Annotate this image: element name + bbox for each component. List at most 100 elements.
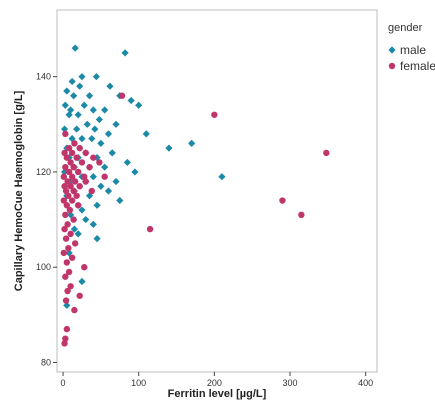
data-point-male (67, 211, 75, 219)
data-point-male (70, 92, 78, 100)
data-point-male (93, 235, 101, 243)
data-point-male (188, 139, 196, 147)
y-tick-label: 120 (36, 167, 51, 177)
data-point-male (85, 92, 94, 100)
data-point-female (67, 183, 74, 190)
data-point-male (116, 196, 124, 205)
data-point-male (108, 149, 116, 157)
data-point-female (62, 335, 69, 342)
data-point-male (93, 201, 101, 209)
data-point-male (80, 101, 88, 109)
data-point-female (74, 168, 82, 176)
data-point-female (60, 173, 68, 180)
data-point-male (89, 220, 97, 228)
data-point-female (68, 197, 76, 204)
y-tick-label: 140 (36, 72, 51, 82)
data-point-male (104, 130, 113, 138)
data-point-male (65, 111, 73, 119)
legend-entry-male: male (388, 43, 426, 57)
data-point-male (76, 82, 84, 90)
data-point-female (68, 173, 76, 180)
data-point-male (131, 168, 139, 176)
plot-border (56, 9, 378, 373)
data-point-male (91, 125, 99, 133)
data-point-male (101, 106, 109, 114)
data-point-female (62, 273, 69, 280)
data-point-male (78, 135, 86, 143)
y-axis-title: Capillary HemoCue Haemoglobin [g/L] (13, 90, 25, 291)
data-point-male (71, 44, 79, 52)
data-point-female (62, 297, 70, 304)
x-tick-label: 200 (207, 378, 222, 388)
data-point-male (74, 111, 82, 119)
data-point-female (67, 159, 74, 166)
data-point-male (97, 182, 105, 190)
data-point-female (146, 225, 154, 233)
data-point-male (92, 73, 100, 81)
data-point-male (104, 187, 113, 195)
data-point-female (71, 240, 79, 247)
x-tick-label: 400 (358, 378, 373, 388)
legend-marker-male (388, 46, 396, 54)
data-point-male (112, 120, 120, 128)
data-point-female (67, 283, 74, 290)
data-point-male (78, 277, 86, 286)
data-point-female (73, 154, 80, 161)
data-point-female (90, 154, 97, 161)
data-point-female (65, 168, 73, 176)
data-point-female (67, 230, 74, 238)
data-point-female (65, 192, 72, 199)
data-point-male (83, 120, 91, 128)
data-point-female (88, 187, 95, 195)
x-axis-title: Ferritin level [µg/L] (168, 388, 267, 400)
data-point-female (60, 197, 68, 204)
data-point-female (65, 244, 72, 252)
legend-title: gender (388, 22, 423, 34)
data-point-male (74, 230, 82, 238)
data-point-male (88, 135, 96, 143)
y-tick-label: 80 (41, 357, 51, 367)
legend-label-male: male (400, 43, 426, 57)
data-point-female (81, 264, 88, 271)
plot-area (56, 9, 378, 373)
data-point-male (70, 225, 78, 233)
data-point-female (65, 144, 73, 152)
y-tick-label: 100 (36, 262, 51, 272)
data-point-female (61, 149, 68, 157)
data-point-male (142, 130, 150, 138)
data-point-female (63, 325, 71, 333)
data-point-female (63, 154, 71, 161)
legend: gender male female (388, 22, 435, 73)
data-point-female (86, 163, 93, 171)
data-point-female (61, 225, 68, 233)
data-point-female (78, 159, 86, 166)
data-point-female (96, 159, 103, 166)
x-tick-label: 300 (282, 378, 297, 388)
data-point-female (62, 211, 69, 219)
data-point-male (95, 115, 103, 124)
data-point-male (112, 177, 120, 186)
x-tick-label: 0 (61, 378, 66, 388)
data-point-female (65, 268, 73, 276)
data-point-male (68, 77, 76, 86)
data-point-female (64, 178, 71, 185)
data-point-male (101, 163, 109, 171)
data-point-female (74, 202, 82, 209)
data-points (60, 44, 330, 347)
data-point-female (118, 92, 126, 99)
series-female (60, 92, 330, 347)
data-point-male (218, 173, 226, 181)
axis-ticks: 0 100 200 300 400 80 100 120 140 (36, 72, 373, 388)
data-point-female (68, 149, 76, 157)
data-point-female (298, 211, 305, 219)
data-point-male (135, 101, 143, 109)
data-point-female (64, 221, 71, 228)
data-point-male (78, 73, 86, 81)
data-point-male (97, 139, 105, 147)
data-point-male (89, 106, 97, 114)
legend-entry-female: female (388, 59, 435, 73)
data-point-female (62, 130, 69, 138)
data-point-female (60, 249, 68, 257)
data-point-female (68, 254, 76, 261)
